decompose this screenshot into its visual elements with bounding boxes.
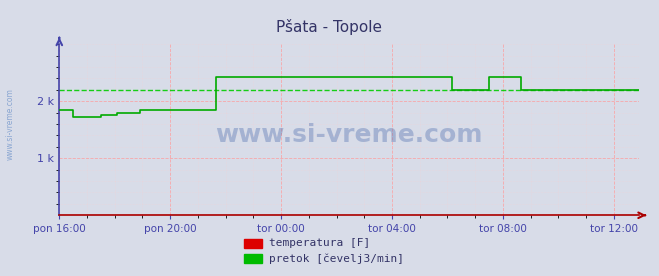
Text: temperatura [F]: temperatura [F] xyxy=(269,238,370,248)
Text: www.si-vreme.com: www.si-vreme.com xyxy=(5,88,14,160)
Text: Pšata - Topole: Pšata - Topole xyxy=(277,19,382,35)
Text: www.si-vreme.com: www.si-vreme.com xyxy=(215,123,483,147)
Text: pretok [čevelj3/min]: pretok [čevelj3/min] xyxy=(269,253,404,264)
FancyBboxPatch shape xyxy=(244,239,262,248)
FancyBboxPatch shape xyxy=(244,254,262,263)
